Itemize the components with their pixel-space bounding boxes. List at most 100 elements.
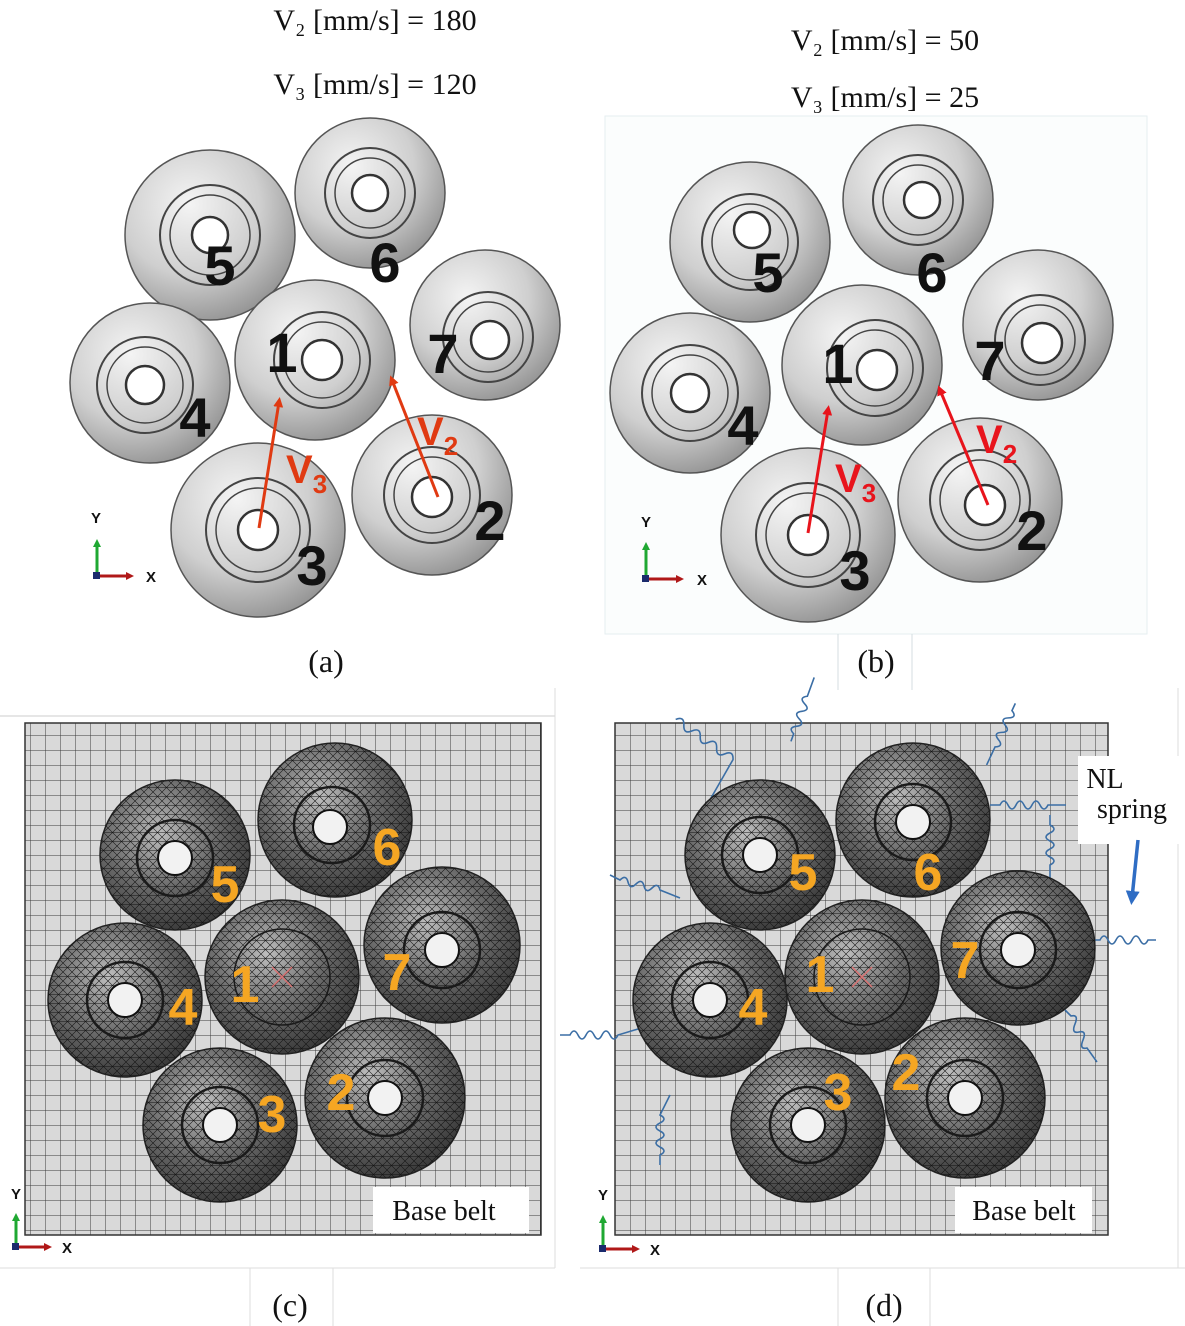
object-4 (69, 302, 231, 464)
axis-triad-b: Y X (641, 514, 707, 589)
object-7 (940, 870, 1096, 1026)
label-v3: V3 (835, 457, 876, 508)
object-1 (781, 284, 943, 446)
nl-spring (1045, 815, 1055, 883)
object-3 (730, 1047, 886, 1203)
base-belt-label: Base belt (972, 1196, 1076, 1227)
panel-d-numbers: 5 6 7 4 1 3 2 (739, 844, 980, 1122)
panel-b: V₂ [mm/s] = 50 V₃ [mm/s] = 25 (604, 24, 1148, 690)
object-7 (962, 249, 1114, 401)
object-2 (897, 417, 1063, 583)
spring-label-line1: NL (1086, 764, 1123, 795)
panel-b-numbers: 5 6 7 4 1 3 2 (727, 241, 1047, 602)
nl-spring (675, 717, 734, 808)
object-3 (142, 1047, 298, 1203)
number-label-3: 3 (258, 1086, 287, 1144)
panel-c: 5 6 7 4 1 3 2 Base belt Y X (c) (0, 688, 556, 1326)
velocity-arrow-v2 (389, 375, 440, 498)
number-label-4: 4 (169, 979, 198, 1037)
base-belt-label-box (955, 1187, 1092, 1233)
number-label-3: 3 (839, 539, 870, 602)
velocity-arrow-v3 (257, 397, 284, 529)
label-v2: V2 (976, 418, 1017, 469)
object-7 (409, 249, 561, 401)
panel-b-caption: (b) (857, 643, 894, 679)
nl-spring (655, 1094, 671, 1165)
nl-spring (609, 874, 681, 899)
nl-springs (560, 677, 1156, 1165)
number-label-5: 5 (752, 241, 783, 304)
base-belt-label-box (373, 1187, 529, 1233)
object-1 (784, 899, 940, 1055)
axis-x-label: X (697, 572, 707, 589)
panel-b-v3-equation: V₃ [mm/s] = 25 (791, 81, 979, 114)
panel-c-caption: (c) (272, 1287, 308, 1323)
number-label-7: 7 (951, 932, 980, 990)
number-label-2: 2 (327, 1064, 356, 1122)
panel-b-objects (609, 124, 1114, 623)
object-2 (304, 1017, 466, 1179)
object-2 (351, 414, 513, 576)
panel-a-v2-equation: V₂ [mm/s] = 180 (273, 4, 476, 37)
number-label-4: 4 (739, 979, 768, 1037)
number-label-7: 7 (427, 322, 458, 385)
number-label-4: 4 (727, 394, 758, 457)
object-1 (234, 279, 396, 441)
number-label-1: 1 (266, 321, 297, 384)
axis-y-label: Y (11, 1186, 21, 1203)
object-7 (363, 866, 521, 1024)
panel-d-objects (632, 742, 1096, 1203)
axis-x-label: X (62, 1240, 72, 1257)
number-label-1: 1 (822, 332, 853, 395)
panel-c-objects (47, 742, 521, 1203)
spring-pointer-arrow (1125, 839, 1140, 905)
panel-a-numbers: 5 6 7 4 1 3 2 (179, 231, 505, 597)
number-label-5: 5 (789, 844, 818, 902)
axis-x-label: X (146, 569, 156, 586)
axis-y-label: Y (641, 514, 651, 531)
number-label-6: 6 (373, 819, 402, 877)
number-label-2: 2 (1016, 499, 1047, 562)
spring-label-box (1078, 756, 1180, 844)
object-4 (47, 922, 203, 1078)
object-2 (884, 1017, 1046, 1179)
panel-a: V₂ [mm/s] = 180 V₃ [mm/s] = 120 (69, 4, 561, 679)
object-6 (257, 742, 413, 898)
spring-label-line2: spring (1097, 794, 1167, 825)
number-label-6: 6 (914, 844, 943, 902)
label-v2: V2 (417, 410, 458, 461)
velocity-arrow-v3 (806, 405, 833, 534)
object-5 (124, 149, 296, 321)
velocity-arrow-v2 (937, 385, 990, 506)
object-4 (609, 312, 771, 474)
number-label-3: 3 (824, 1064, 853, 1122)
number-label-6: 6 (916, 241, 947, 304)
number-label-3: 3 (296, 534, 327, 597)
object-5 (669, 161, 831, 323)
number-label-2: 2 (892, 1044, 921, 1102)
axis-triad-c: Y X (11, 1186, 72, 1257)
nl-spring (990, 800, 1066, 810)
nl-spring (560, 1028, 639, 1040)
axis-y-label: Y (598, 1187, 608, 1204)
object-5 (684, 779, 836, 931)
axis-triad-d: Y X (598, 1187, 660, 1259)
panel-a-caption: (a) (308, 643, 344, 679)
axis-y-label: Y (91, 510, 101, 527)
panel-d-caption: (d) (865, 1287, 902, 1323)
panel-b-v2-equation: V₂ [mm/s] = 50 (791, 24, 979, 57)
panel-a-v3-equation: V₃ [mm/s] = 120 (273, 68, 476, 101)
axis-triad-a: Y X (91, 510, 156, 586)
number-label-1: 1 (806, 946, 835, 1004)
object-4 (632, 922, 788, 1078)
object-5 (99, 779, 251, 931)
object-3 (720, 447, 896, 623)
number-label-5: 5 (211, 856, 240, 914)
number-label-6: 6 (369, 231, 400, 294)
number-label-1: 1 (231, 956, 260, 1014)
panel-d: NL spring (560, 677, 1185, 1326)
object-6 (842, 124, 994, 276)
object-6 (294, 117, 446, 269)
base-belt-label: Base belt (392, 1196, 496, 1227)
